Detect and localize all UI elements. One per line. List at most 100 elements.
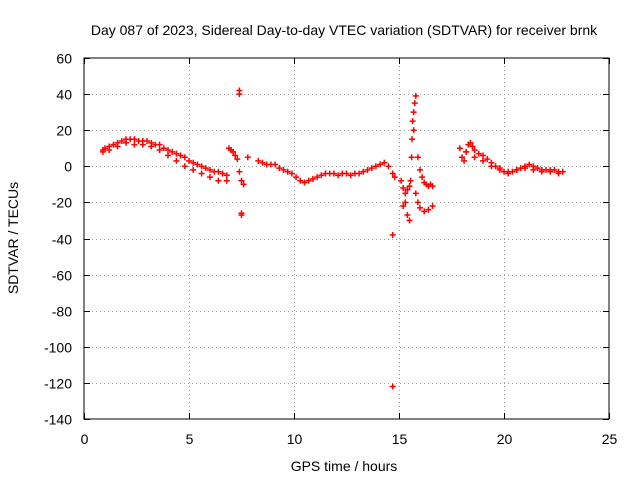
data-point — [301, 179, 308, 186]
y-tick-label: -60 — [52, 268, 72, 284]
data-point — [106, 147, 113, 154]
data-point — [385, 163, 392, 170]
axis-ticks: -140 -120 -100 -80 -60 -40 -20 0 20 40 60 0 5 10 15 20 2… — [44, 51, 618, 448]
data-point — [534, 165, 541, 172]
data-point — [410, 109, 417, 116]
data-point — [360, 168, 367, 175]
x-tick-label: 25 — [602, 431, 618, 447]
data-point — [230, 148, 237, 155]
data-point — [411, 100, 418, 107]
data-point — [547, 168, 554, 175]
data-points — [99, 87, 566, 390]
data-point — [123, 139, 129, 146]
data-point — [240, 181, 247, 188]
data-point — [538, 168, 545, 175]
y-tick-label: 60 — [56, 51, 72, 67]
data-point — [356, 170, 363, 177]
data-point — [400, 203, 407, 210]
y-tick-label: -80 — [52, 304, 72, 320]
data-point — [314, 174, 321, 181]
data-point — [429, 203, 436, 210]
data-point — [234, 156, 241, 163]
data-point — [194, 161, 201, 168]
data-point — [169, 148, 176, 155]
data-point — [238, 177, 245, 184]
y-tick-label: -40 — [52, 232, 72, 248]
data-point — [198, 170, 205, 177]
data-point — [181, 163, 188, 170]
data-point — [280, 166, 287, 173]
data-point — [409, 136, 416, 143]
data-point — [402, 190, 409, 197]
data-point — [272, 161, 279, 168]
data-point — [410, 127, 417, 134]
data-point — [114, 143, 121, 150]
data-point — [165, 147, 171, 154]
data-point — [343, 170, 350, 177]
data-point — [368, 165, 375, 172]
data-point — [309, 175, 316, 182]
data-point — [429, 183, 436, 190]
data-point — [207, 174, 213, 181]
y-tick-label: 40 — [56, 87, 72, 103]
data-point — [202, 165, 209, 172]
data-point — [526, 161, 533, 168]
data-point — [522, 165, 528, 172]
data-point — [255, 157, 262, 164]
data-point — [215, 168, 222, 175]
data-point — [347, 172, 354, 179]
data-point — [186, 157, 192, 164]
data-point — [400, 184, 407, 191]
data-point — [110, 141, 117, 148]
data-point — [207, 166, 213, 173]
data-point — [190, 166, 197, 173]
data-point — [425, 206, 432, 213]
data-point — [471, 147, 478, 154]
data-point — [406, 183, 413, 190]
x-tick-label: 15 — [392, 431, 408, 447]
data-point — [156, 147, 163, 154]
data-point — [318, 172, 325, 179]
data-point — [461, 157, 468, 164]
data-point — [459, 154, 465, 161]
data-point — [407, 177, 414, 184]
data-point — [238, 210, 245, 217]
data-point — [408, 154, 415, 161]
plot-frame — [83, 57, 610, 420]
data-point — [480, 157, 486, 164]
data-point — [244, 154, 251, 161]
x-tick-label: 10 — [287, 431, 303, 447]
data-point — [131, 136, 138, 143]
data-point — [181, 154, 188, 161]
grid — [84, 58, 609, 419]
data-point — [412, 190, 419, 197]
data-point — [404, 212, 411, 219]
data-point — [406, 217, 413, 224]
data-point — [215, 177, 222, 184]
data-point — [177, 152, 184, 159]
data-point — [198, 163, 205, 170]
data-point — [160, 145, 167, 152]
data-point — [496, 165, 503, 172]
data-point — [102, 145, 108, 152]
y-axis-label: SDTVAR / TECUs — [5, 182, 21, 294]
data-point — [232, 152, 239, 159]
data-point — [412, 92, 419, 99]
data-point — [173, 157, 180, 164]
data-point — [372, 163, 379, 170]
x-tick-label: 0 — [81, 431, 89, 447]
data-point — [377, 161, 384, 168]
data-point — [530, 166, 537, 173]
data-point — [505, 168, 512, 175]
data-point — [297, 177, 304, 184]
data-point — [409, 118, 416, 125]
data-point — [148, 143, 155, 150]
y-tick-label: 0 — [64, 159, 72, 175]
data-point — [559, 168, 566, 175]
data-point — [391, 174, 398, 181]
x-axis-label: GPS time / hours — [291, 458, 398, 474]
chart-title: Day 087 of 2023, Sidereal Day-to-day VTE… — [91, 22, 598, 38]
data-point — [219, 170, 226, 177]
data-point — [417, 204, 423, 211]
data-point — [471, 154, 478, 161]
